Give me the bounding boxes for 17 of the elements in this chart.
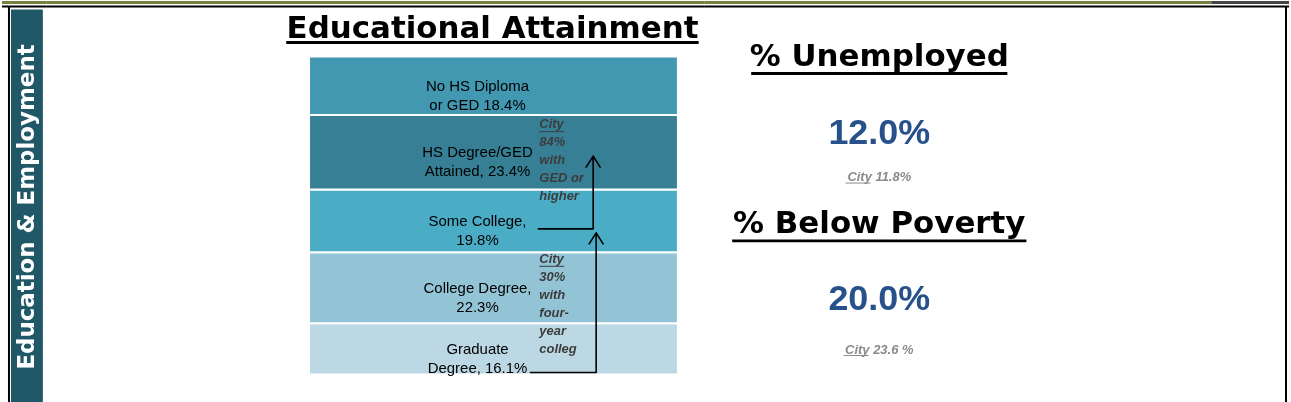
text: % Below Poverty <box>733 203 1026 240</box>
data-label: 22.3% <box>456 297 499 315</box>
data-label: 19.8% <box>456 230 499 248</box>
annotation: City 30% with four-year colleg <box>538 250 577 356</box>
text: Education & Employment <box>12 44 39 370</box>
text: No HS Diploma or GED 18.4% <box>426 76 529 113</box>
text: % Unemployed <box>749 37 1009 74</box>
annotation: City 84% with GED or higher <box>539 116 585 204</box>
text: Graduate Degree, 16.1% <box>427 339 528 376</box>
series-label: College Degree, <box>423 278 532 296</box>
text: City 23.6 % <box>845 341 914 357</box>
text: City 11.8% <box>847 169 912 185</box>
text: HS Degree/GED Attained, 23.4% <box>422 143 533 180</box>
text: 12.0% <box>828 112 931 153</box>
chart-title: Educational Attainment <box>286 8 699 45</box>
series-label: Some College, <box>428 211 527 229</box>
text: 20.0% <box>828 277 931 318</box>
